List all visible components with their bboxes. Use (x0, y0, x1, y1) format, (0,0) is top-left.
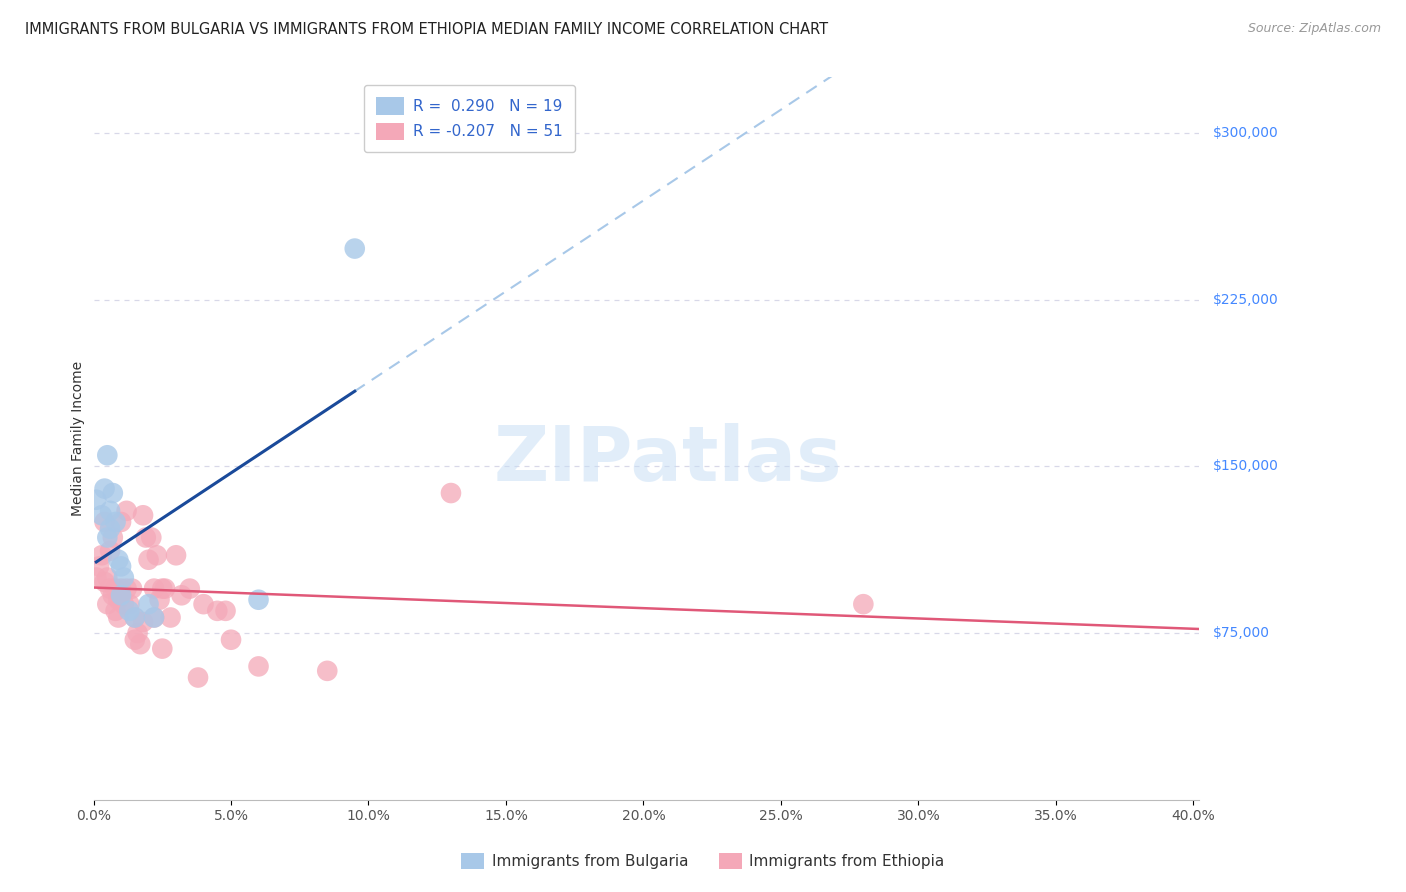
Point (124, 632, 146, 647)
Point (165, 549, 187, 563)
Point (107, 592, 129, 607)
Point (98, 582, 121, 596)
Point (179, 582, 201, 596)
Point (440, 486, 463, 500)
Point (93, 482, 115, 496)
Point (159, 610, 181, 624)
Point (150, 641, 173, 656)
Point (219, 632, 242, 647)
Point (107, 610, 129, 624)
Text: IMMIGRANTS FROM BULGARIA VS IMMIGRANTS FROM ETHIOPIA MEDIAN FAMILY INCOME CORREL: IMMIGRANTS FROM BULGARIA VS IMMIGRANTS F… (25, 22, 828, 37)
Text: $150,000: $150,000 (1212, 459, 1278, 474)
Point (129, 637, 152, 651)
Point (343, 242, 366, 256)
Point (93, 515, 115, 529)
Point (187, 671, 209, 685)
Point (150, 582, 173, 596)
Point (143, 610, 166, 624)
Point (138, 597, 160, 611)
Point (138, 552, 160, 566)
Text: Source: ZipAtlas.com: Source: ZipAtlas.com (1247, 22, 1381, 36)
Point (214, 604, 236, 618)
Point (207, 604, 229, 618)
Point (96, 597, 118, 611)
Point (110, 588, 132, 602)
Point (110, 559, 132, 574)
Point (141, 531, 163, 545)
Point (127, 626, 149, 640)
Point (101, 588, 124, 602)
Text: $300,000: $300,000 (1212, 126, 1278, 140)
Point (101, 486, 124, 500)
Point (124, 610, 146, 624)
Point (107, 552, 129, 566)
Point (98, 522, 121, 536)
Point (143, 610, 166, 624)
Point (193, 597, 215, 611)
Point (86, 492, 108, 507)
Point (121, 582, 143, 596)
Point (124, 610, 146, 624)
Point (104, 582, 127, 596)
Point (96, 531, 118, 545)
Point (852, 597, 875, 611)
Point (316, 664, 339, 678)
Y-axis label: Median Family Income: Median Family Income (72, 361, 86, 516)
Point (98, 544, 121, 558)
Point (93, 574, 115, 589)
Point (104, 604, 127, 618)
Point (86, 570, 108, 584)
Point (132, 615, 155, 629)
Point (247, 659, 270, 673)
Text: $225,000: $225,000 (1212, 293, 1278, 307)
Point (153, 582, 176, 596)
Legend: Immigrants from Bulgaria, Immigrants from Ethiopia: Immigrants from Bulgaria, Immigrants fro… (456, 847, 950, 875)
Point (90, 549, 112, 563)
Point (104, 515, 127, 529)
Point (132, 508, 155, 523)
Point (247, 592, 270, 607)
Point (170, 588, 193, 602)
Point (118, 597, 141, 611)
Point (110, 582, 132, 596)
Point (146, 549, 169, 563)
Point (90, 508, 112, 523)
Point (112, 597, 135, 611)
Point (118, 604, 141, 618)
Point (96, 570, 118, 584)
Point (115, 504, 138, 518)
Point (143, 582, 166, 596)
Point (96, 448, 118, 462)
Point (110, 515, 132, 529)
Text: ZIPatlas: ZIPatlas (494, 424, 842, 497)
Point (98, 504, 121, 518)
Text: $75,000: $75,000 (1212, 626, 1270, 640)
Point (115, 582, 138, 596)
Point (87, 559, 110, 574)
Point (101, 531, 124, 545)
Point (148, 592, 170, 607)
Legend: R =  0.290   N = 19, R = -0.207   N = 51: R = 0.290 N = 19, R = -0.207 N = 51 (364, 85, 575, 153)
Point (112, 570, 135, 584)
Point (135, 531, 157, 545)
